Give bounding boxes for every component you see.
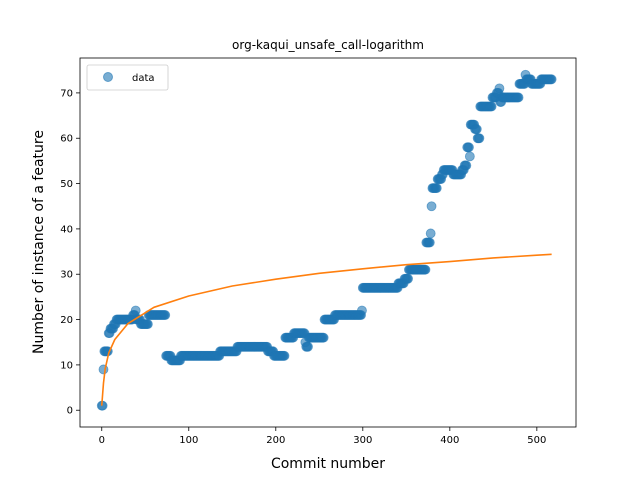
legend-label-data: data [132, 73, 155, 84]
data-point-479 [513, 92, 524, 103]
y-tick-label: 70 [60, 88, 73, 99]
data-point-423 [464, 151, 475, 162]
y-axis-label: Number of instance of a feature [31, 130, 47, 354]
data-point-379 [426, 201, 437, 212]
data-point-237 [303, 341, 313, 352]
data-point-2 [98, 364, 109, 375]
legend: data [86, 64, 169, 91]
x-tick-label: 0 [99, 435, 105, 446]
chart-title: org-kaqui_unsafe_call-logarithm [232, 38, 424, 52]
x-tick-label: 400 [440, 435, 459, 446]
x-tick-label: 300 [353, 435, 372, 446]
data-point-53 [142, 319, 153, 330]
data-point-378 [425, 228, 436, 239]
data-point-448 [486, 101, 497, 112]
data-point-255 [318, 332, 329, 343]
x-tick-label: 500 [527, 435, 546, 446]
data-point-419 [461, 160, 472, 171]
data-point-39 [130, 305, 141, 316]
legend-marker-data [103, 72, 113, 82]
data-point-299 [357, 305, 367, 316]
y-tick-label: 50 [60, 179, 73, 190]
y-tick-label: 0 [67, 406, 73, 417]
data-point-434 [474, 133, 485, 144]
data-point-352 [403, 273, 413, 284]
data-point-372 [420, 264, 431, 275]
data-point-377 [424, 237, 435, 248]
x-tick-label: 200 [266, 435, 285, 446]
y-axis-ticks: 0 10 20 30 40 50 60 70 [60, 88, 80, 417]
y-tick-label: 60 [60, 134, 73, 145]
x-tick-label: 100 [179, 435, 198, 446]
data-point-517 [546, 74, 557, 85]
y-tick-label: 10 [60, 360, 73, 371]
data-point-210 [279, 350, 290, 361]
plot-marks [96, 69, 557, 411]
data-point-457 [494, 83, 505, 94]
data-point-385 [431, 183, 442, 194]
y-tick-label: 40 [60, 224, 73, 235]
data-point-422 [464, 142, 474, 153]
fit-curve [100, 253, 552, 406]
data-point-73 [160, 310, 171, 320]
x-axis-label: Commit number [271, 456, 385, 472]
axes-frame [79, 57, 577, 428]
y-tick-label: 20 [60, 315, 73, 326]
y-tick-label: 30 [60, 270, 73, 281]
x-axis-ticks: 0 100 200 300 400 500 [99, 427, 546, 446]
legend-box [86, 64, 169, 91]
data-point-431 [471, 124, 482, 135]
